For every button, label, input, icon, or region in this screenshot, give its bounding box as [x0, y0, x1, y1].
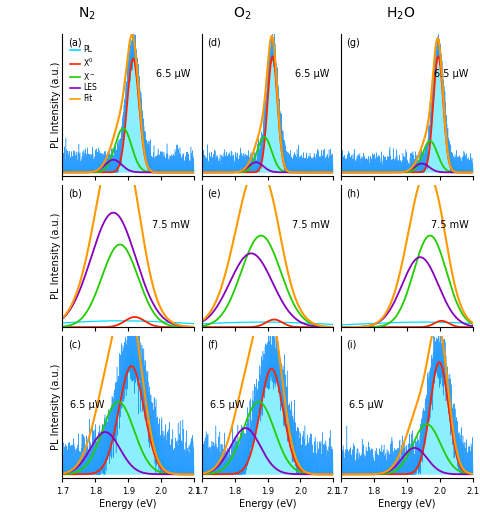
Legend: PL, X$^0$, X$^-$, LES, Fit: PL, X$^0$, X$^-$, LES, Fit: [69, 44, 98, 104]
Text: N$_2$: N$_2$: [78, 5, 95, 22]
Y-axis label: PL Intensity (a.u.): PL Intensity (a.u.): [51, 364, 61, 450]
Text: 7.5 mW: 7.5 mW: [292, 220, 329, 230]
Text: (f): (f): [207, 340, 218, 350]
Text: (a): (a): [68, 38, 81, 48]
Text: 6.5 μW: 6.5 μW: [434, 69, 469, 79]
Text: 6.5 μW: 6.5 μW: [70, 400, 105, 410]
Text: 7.5 mW: 7.5 mW: [431, 220, 469, 230]
Text: 6.5 μW: 6.5 μW: [295, 69, 329, 79]
Text: (d): (d): [207, 38, 221, 48]
Text: 6.5 μW: 6.5 μW: [210, 400, 244, 410]
Text: 6.5 μW: 6.5 μW: [156, 69, 190, 79]
Text: 6.5 μW: 6.5 μW: [349, 400, 384, 410]
Text: (c): (c): [68, 340, 81, 350]
Y-axis label: PL Intensity (a.u.): PL Intensity (a.u.): [51, 62, 61, 148]
Text: H$_2$O: H$_2$O: [386, 5, 415, 22]
Text: (e): (e): [207, 189, 221, 199]
Text: (h): (h): [347, 189, 360, 199]
Y-axis label: PL Intensity (a.u.): PL Intensity (a.u.): [51, 212, 61, 299]
Text: O$_2$: O$_2$: [233, 5, 252, 22]
Text: (b): (b): [68, 189, 82, 199]
Text: (g): (g): [347, 38, 360, 48]
X-axis label: Energy (eV): Energy (eV): [99, 499, 157, 509]
Text: 7.5 mW: 7.5 mW: [152, 220, 190, 230]
X-axis label: Energy (eV): Energy (eV): [239, 499, 296, 509]
Text: (i): (i): [347, 340, 357, 350]
X-axis label: Energy (eV): Energy (eV): [378, 499, 436, 509]
